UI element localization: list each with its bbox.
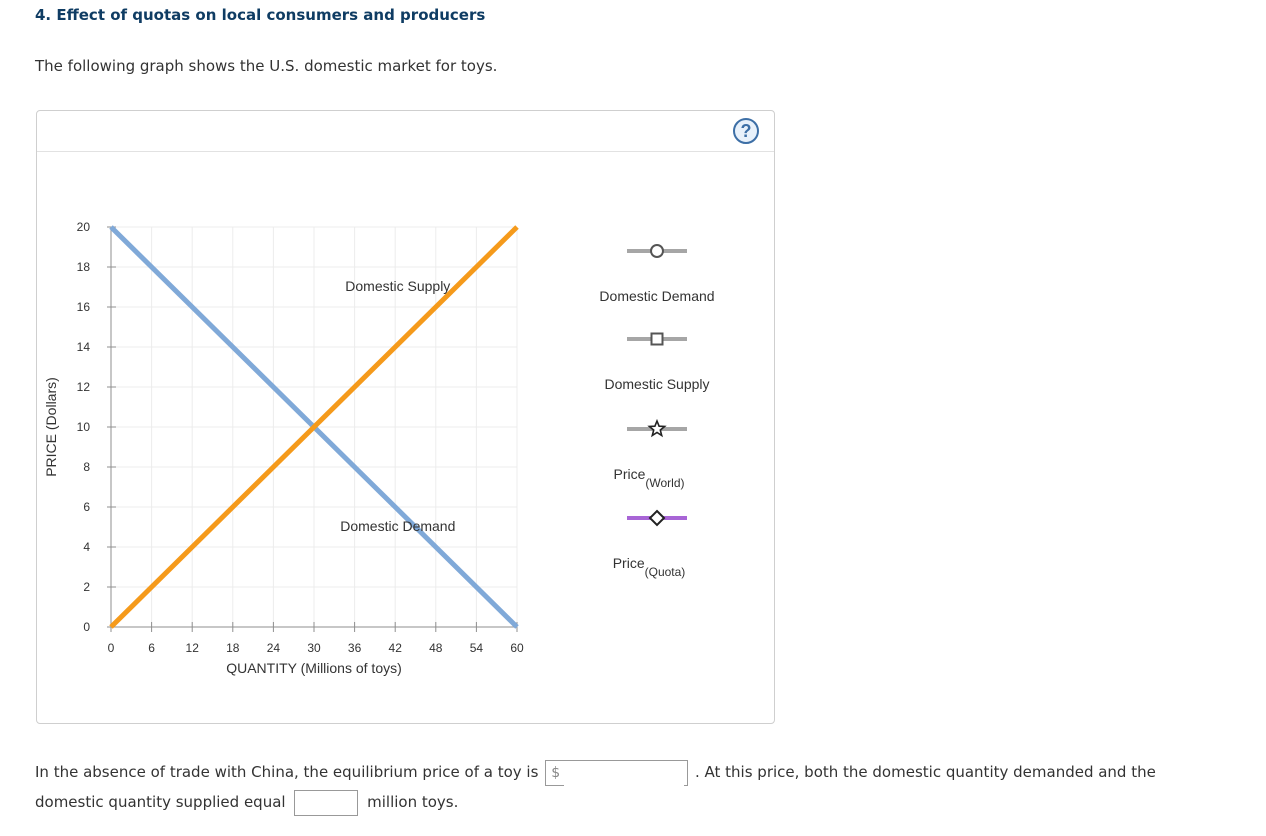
quantity-input[interactable]: [294, 789, 359, 816]
y-tick-label: 4: [83, 540, 90, 554]
price-answer-field[interactable]: $: [545, 759, 689, 787]
x-tick-label: 0: [108, 641, 115, 655]
dollar-sign: $: [551, 764, 561, 781]
x-axis-label: QUANTITY (Millions of toys): [226, 660, 402, 676]
legend-label: Domestic Demand: [599, 288, 714, 304]
y-tick-label: 12: [77, 380, 91, 394]
legend-price-quota[interactable]: [627, 509, 687, 527]
x-tick-label: 30: [307, 641, 321, 655]
x-tick-label: 12: [186, 641, 200, 655]
question-block: In the absence of trade with China, the …: [35, 757, 1235, 817]
y-tick-label: 6: [83, 500, 90, 514]
question-line-1: In the absence of trade with China, the …: [35, 757, 1235, 787]
y-tick-label: 10: [77, 420, 91, 434]
legend-price-world[interactable]: [627, 418, 687, 438]
help-icon[interactable]: ?: [733, 118, 759, 144]
legend-label: Price(Quota): [613, 555, 686, 579]
intro-text: The following graph shows the U.S. domes…: [35, 57, 498, 75]
y-tick-label: 8: [83, 460, 90, 474]
y-tick-label: 18: [77, 260, 91, 274]
legend-label: Domestic Supply: [604, 376, 709, 392]
page-title: 4. Effect of quotas on local consumers a…: [35, 6, 486, 24]
question-text-1: In the absence of trade with China, the …: [35, 763, 539, 781]
x-tick-label: 36: [348, 641, 362, 655]
x-tick-label: 60: [510, 641, 524, 655]
x-tick-label: 6: [148, 641, 155, 655]
legend-label: Price(World): [613, 466, 684, 490]
y-axis-label: PRICE (Dollars): [43, 377, 59, 477]
supply-demand-chart: 0 6 12 18 24 30 36 42 48 54 6002468101214161820QUA…: [43, 220, 715, 676]
x-tick-label: 48: [429, 641, 443, 655]
domestic-demand-label: Domestic Demand: [340, 518, 455, 534]
question-line-2: domestic quantity supplied equal million…: [35, 787, 1235, 817]
y-tick-label: 20: [77, 220, 91, 234]
panel-divider: [37, 151, 774, 152]
x-tick-label: 24: [267, 641, 281, 655]
graph-panel: ? 0 6 12 18 24 30 36 42 48 54 60 0 2 4 6 8 10 12 14 16 18 20 Q…: [36, 110, 775, 724]
y-tick-label: 14: [77, 340, 91, 354]
star-marker-icon: [647, 418, 667, 438]
y-tick-label: 16: [77, 300, 91, 314]
circle-marker-icon: [650, 244, 664, 258]
question-text-3: domestic quantity supplied equal: [35, 793, 286, 811]
x-tick-label: 18: [226, 641, 240, 655]
question-text-4: million toys.: [367, 793, 459, 811]
price-input[interactable]: [564, 764, 685, 787]
question-text-2: . At this price, both the domestic quant…: [694, 763, 1156, 781]
x-tick-label: 54: [470, 641, 484, 655]
domestic-supply-label: Domestic Supply: [345, 278, 450, 294]
domestic-supply-curve[interactable]: [109, 225, 519, 629]
diamond-marker-icon: [648, 509, 666, 527]
square-marker-icon: [650, 332, 664, 346]
legend-domestic-demand[interactable]: [627, 244, 687, 258]
y-tick-label: 0: [83, 620, 90, 634]
y-tick-label: 2: [83, 580, 90, 594]
x-tick-label: 42: [389, 641, 403, 655]
legend-domestic-supply[interactable]: [627, 332, 687, 346]
